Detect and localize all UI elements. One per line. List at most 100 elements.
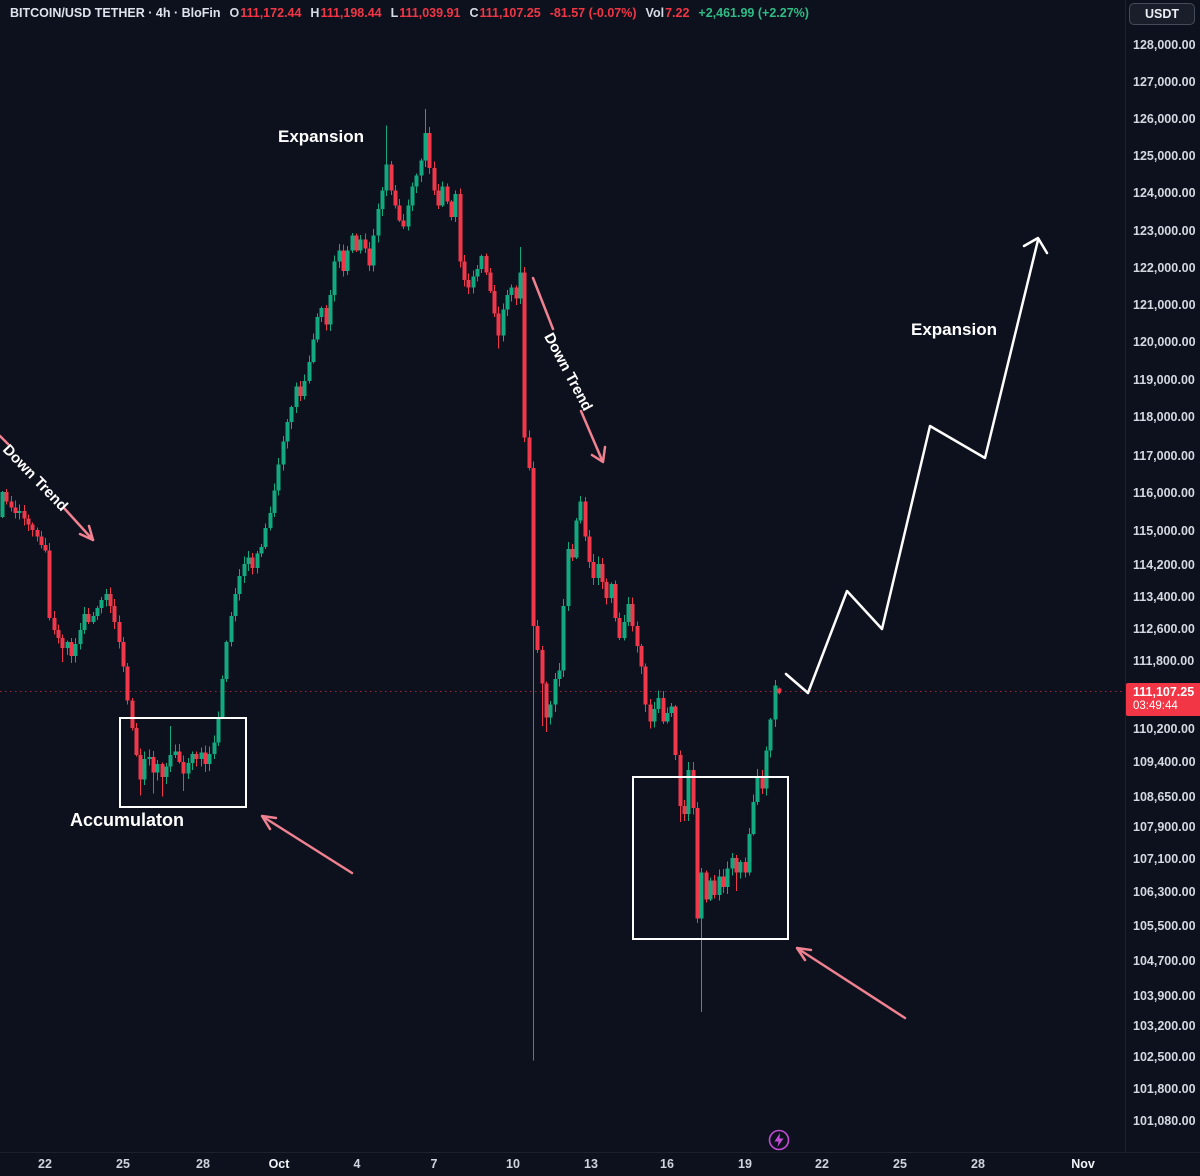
interval-label[interactable]: 4h (155, 6, 171, 20)
candle (0, 492, 5, 517)
candle (661, 698, 666, 722)
lightning-button[interactable] (768, 1129, 790, 1151)
candle (730, 858, 735, 869)
candle (220, 679, 225, 718)
price-axis[interactable]: 111,107.25 03:49:44 128,000.00 127,000.00… (1125, 0, 1200, 1152)
time-tick-label: 4 (353, 1157, 361, 1171)
candle (505, 294, 510, 310)
candle (345, 250, 350, 271)
price-tick-label: 126,000.00 (1133, 112, 1196, 126)
candle (233, 594, 238, 616)
candle (514, 287, 519, 299)
candle (518, 272, 523, 299)
candle (285, 421, 290, 442)
candle (315, 317, 320, 340)
trend-arrow-line[interactable] (798, 948, 907, 1020)
candle (337, 250, 342, 262)
candle (630, 604, 635, 626)
price-tick-label: 103,900.00 (1133, 989, 1196, 1003)
exchange-label: BloFin (181, 6, 221, 20)
currency-toggle-button[interactable]: USDT (1128, 3, 1195, 25)
trend-arrow-line[interactable] (62, 506, 95, 542)
candle (60, 638, 65, 648)
candle (69, 642, 74, 656)
candle (708, 880, 713, 900)
candle (596, 563, 601, 578)
candle (755, 777, 760, 802)
accumulation-box-2[interactable] (632, 776, 789, 940)
candle (445, 186, 450, 202)
candle (173, 751, 178, 755)
candle (393, 190, 398, 206)
candles-layer[interactable] (0, 108, 782, 1061)
candle (673, 706, 678, 755)
candle (626, 604, 631, 622)
candle (155, 763, 160, 773)
trend-arrow-line[interactable] (263, 816, 354, 875)
candle (43, 544, 48, 551)
expansion-projection-line[interactable] (784, 238, 1040, 695)
price-tick-label: 128,000.00 (1133, 38, 1196, 52)
price-tick-label: 125,000.00 (1133, 149, 1196, 163)
candle (125, 666, 130, 701)
time-tick-label: 25 (116, 1157, 130, 1171)
candle (492, 291, 497, 314)
candle (194, 753, 199, 759)
price-tick-label: 112,600.00 (1133, 622, 1195, 636)
expansion-label-right[interactable]: Expansion (911, 320, 997, 339)
candle (656, 698, 661, 709)
time-axis[interactable]: 22 25 28 Oct 4 7 10 13 16 19 22 25 28 Nov (0, 1152, 1200, 1176)
candle (130, 700, 135, 728)
trend-arrow-line[interactable] (531, 276, 555, 331)
price-tick-label: 117,000.00 (1133, 449, 1195, 463)
candle (484, 256, 489, 273)
price-tick-label: 104,700.00 (1133, 954, 1196, 968)
trend-arrow-line[interactable] (0, 434, 10, 446)
candle (501, 309, 506, 336)
time-tick-label: Nov (1071, 1157, 1095, 1171)
accumulation-box-1[interactable] (119, 717, 247, 808)
candle (522, 272, 527, 438)
candle (578, 501, 583, 521)
time-tick-label: 16 (660, 1157, 674, 1171)
candle (78, 630, 83, 644)
candle (22, 511, 27, 519)
price-tick-label: 116,000.00 (1133, 486, 1195, 500)
candle (397, 205, 402, 221)
trend-arrow-line[interactable] (579, 409, 604, 462)
candle (410, 186, 415, 206)
candle (367, 248, 372, 266)
candle (773, 685, 778, 720)
candle (557, 670, 562, 679)
candle (652, 708, 657, 722)
accumulation-label[interactable]: Accumulaton (70, 810, 185, 830)
price-tick-label: 114,200.00 (1133, 558, 1195, 572)
symbol-title[interactable]: BITCOIN/USD TETHER · 4h · BloFin (10, 6, 221, 20)
candle (229, 616, 234, 642)
candle (738, 862, 743, 873)
candle (242, 563, 247, 576)
price-tick-label: 105,500.00 (1133, 919, 1196, 933)
candle (190, 753, 195, 763)
expansion-label-top[interactable]: Expansion (278, 127, 364, 146)
candle (566, 549, 571, 606)
candle (600, 563, 605, 582)
candle (268, 513, 273, 529)
candle (212, 742, 217, 754)
price-tick-label: 107,100.00 (1133, 852, 1196, 866)
time-axis-separator (0, 1152, 1200, 1153)
volume-value: Vol 7.22 (645, 6, 690, 20)
candle (665, 713, 670, 722)
price-tick-label: 124,000.00 (1133, 186, 1196, 200)
candle (686, 770, 691, 814)
time-tick-label: 7 (430, 1157, 438, 1171)
candle (272, 490, 277, 513)
price-tick-label: 113,400.00 (1133, 590, 1195, 604)
candle (354, 235, 359, 251)
time-tick-label: 22 (815, 1157, 829, 1171)
price-tick-label: 111,800.00 (1133, 654, 1195, 668)
candle (427, 132, 432, 169)
candle (138, 754, 143, 780)
candle (617, 618, 622, 638)
